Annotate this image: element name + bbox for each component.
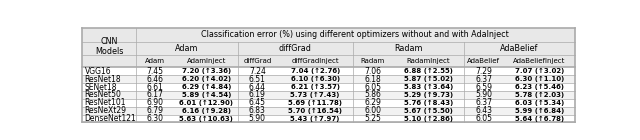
Bar [83,91,575,99]
Text: 6.59: 6.59 [476,83,492,92]
Text: 6.79: 6.79 [147,106,164,115]
Text: 5.73 (↑7.43): 5.73 (↑7.43) [291,92,340,98]
Text: AdaBelief: AdaBelief [500,44,539,52]
Text: 5.64 (↑6.78): 5.64 (↑6.78) [515,116,564,122]
Text: 5.69 (↑11.78): 5.69 (↑11.78) [288,100,342,106]
Bar [83,28,575,67]
Text: 5.63 (↑10.63): 5.63 (↑10.63) [179,116,233,122]
Text: 6.90: 6.90 [147,98,164,107]
Text: 5.67 (↑5.50): 5.67 (↑5.50) [404,108,453,114]
Text: 7.24: 7.24 [249,67,266,76]
Text: 6.29: 6.29 [365,98,381,107]
Text: 5.43 (↑7.97): 5.43 (↑7.97) [291,116,340,122]
Text: 6.23 (↑5.46): 6.23 (↑5.46) [515,84,564,90]
Text: 5.86: 5.86 [365,90,381,99]
Bar [83,83,575,91]
Text: 5.83 (↑3.64): 5.83 (↑3.64) [404,84,453,90]
Text: 6.05: 6.05 [476,114,492,123]
Text: CNN: CNN [100,37,118,46]
Text: 5.90: 5.90 [476,90,492,99]
Text: 7.29: 7.29 [476,67,492,76]
Text: 6.44: 6.44 [249,83,266,92]
Text: Adam: Adam [145,58,165,64]
Text: AdaBeliefInject: AdaBeliefInject [513,58,566,64]
Text: 6.01 (↑12.90): 6.01 (↑12.90) [179,100,234,106]
Text: 6.61: 6.61 [147,83,164,92]
Text: 5.78 (↑2.03): 5.78 (↑2.03) [515,92,564,98]
Bar [83,75,575,83]
Text: ResNet101: ResNet101 [84,98,126,107]
Text: Radam: Radam [394,44,423,52]
Text: 5.90: 5.90 [249,114,266,123]
Text: 6.30: 6.30 [147,114,164,123]
Text: 5.76 (↑8.43): 5.76 (↑8.43) [404,100,453,106]
Text: AdaBelief: AdaBelief [467,58,500,64]
Text: Classification error (%) using different optimizers without and with AdaInject: Classification error (%) using different… [202,30,509,39]
Text: 6.05: 6.05 [364,83,381,92]
Text: diffGrad: diffGrad [243,58,271,64]
Bar [83,99,575,107]
Text: Adam: Adam [175,44,198,52]
Text: AdamInject: AdamInject [187,58,226,64]
Text: 6.29 (↑4.84): 6.29 (↑4.84) [182,84,231,90]
Text: 5.10 (↑2.86): 5.10 (↑2.86) [404,116,453,122]
Text: ResNet50: ResNet50 [84,90,122,99]
Text: ResNeXt29: ResNeXt29 [84,106,127,115]
Text: 7.20 (↑3.36): 7.20 (↑3.36) [182,68,231,74]
Text: Models: Models [95,47,123,56]
Text: 5.99 (↑6.84): 5.99 (↑6.84) [515,108,564,114]
Text: 5.29 (↑9.73): 5.29 (↑9.73) [404,92,453,98]
Text: diffGradInject: diffGradInject [291,58,339,64]
Text: diffGrad: diffGrad [279,44,312,52]
Text: 6.16 (↑9.28): 6.16 (↑9.28) [182,108,231,114]
Text: 6.18: 6.18 [365,75,381,84]
Text: 6.37: 6.37 [476,98,492,107]
Text: 6.43: 6.43 [476,106,492,115]
Text: ResNet18: ResNet18 [84,75,121,84]
Text: VGG16: VGG16 [84,67,111,76]
Text: RadamInject: RadamInject [406,58,450,64]
Text: 6.17: 6.17 [147,90,164,99]
Text: 7.07 (↑3.02): 7.07 (↑3.02) [515,68,564,74]
Text: 6.30 (↑1.10): 6.30 (↑1.10) [515,76,564,82]
Text: 7.04 (↑2.76): 7.04 (↑2.76) [291,68,340,74]
Text: 5.89 (↑4.54): 5.89 (↑4.54) [182,92,231,98]
Text: 6.19: 6.19 [249,90,266,99]
Text: Radam: Radam [361,58,385,64]
Text: 5.70 (↑16.54): 5.70 (↑16.54) [288,108,342,114]
Bar [83,67,575,75]
Text: 6.45: 6.45 [249,98,266,107]
Text: 6.46: 6.46 [147,75,164,84]
Text: 7.45: 7.45 [147,67,164,76]
Bar [83,115,575,122]
Text: 6.03 (↑5.34): 6.03 (↑5.34) [515,100,564,106]
Text: 5.25: 5.25 [365,114,381,123]
Text: 6.83: 6.83 [249,106,266,115]
Text: 6.10 (↑6.30): 6.10 (↑6.30) [291,76,340,82]
Text: 6.20 (↑4.02): 6.20 (↑4.02) [182,76,231,82]
Text: 7.06: 7.06 [364,67,381,76]
Text: 6.00: 6.00 [364,106,381,115]
Text: 6.51: 6.51 [249,75,266,84]
Text: DenseNet121: DenseNet121 [84,114,136,123]
Text: SENet18: SENet18 [84,83,117,92]
Text: 6.37: 6.37 [476,75,492,84]
Text: 5.87 (↑5.02): 5.87 (↑5.02) [404,76,453,82]
Text: 6.88 (↑2.55): 6.88 (↑2.55) [404,68,453,74]
Bar [83,107,575,115]
Text: 6.21 (↑3.57): 6.21 (↑3.57) [291,84,340,90]
